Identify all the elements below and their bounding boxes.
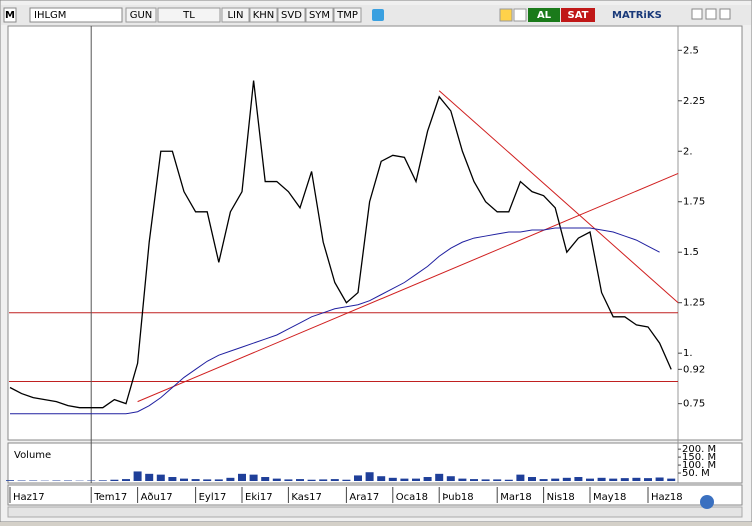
volume-bar	[563, 478, 571, 481]
y-tick-label: 0.92	[683, 364, 705, 375]
brand: MATRiKS	[612, 10, 662, 21]
y-tick-label: 1.	[683, 348, 693, 359]
symbol: IHLGM	[34, 10, 66, 21]
volume-bar	[574, 477, 582, 481]
y-tick-label: 1.25	[683, 298, 705, 309]
price-panel	[8, 26, 742, 440]
volume-label: Volume	[14, 450, 51, 461]
volume-bar	[389, 478, 397, 481]
x-tick-label: May18	[593, 492, 626, 503]
volume-bar	[261, 477, 269, 481]
x-tick-label: Haz17	[13, 492, 45, 503]
x-tick-label: Kas17	[291, 492, 321, 503]
x-tick-label: Mar18	[500, 492, 532, 503]
volume-bar	[632, 478, 640, 481]
volume-bar	[145, 474, 153, 481]
y-tick-label: 1.5	[683, 247, 699, 258]
volume-bar	[505, 480, 513, 481]
volume-bar	[598, 478, 606, 481]
close-button[interactable]	[720, 9, 730, 19]
volume-bar	[6, 480, 14, 481]
volume-bar	[296, 479, 304, 481]
volume-bar	[157, 475, 165, 481]
x-tick-label: Ara17	[349, 492, 379, 503]
maximize-button[interactable]	[706, 9, 716, 19]
buy-label: AL	[537, 10, 552, 21]
volume-bar	[319, 479, 327, 481]
volume-bar	[215, 479, 223, 481]
volume-bar	[540, 479, 548, 481]
volume-bar	[250, 475, 258, 481]
toolbar-button-label: TMP	[336, 10, 358, 21]
y-tick-label: 0.75	[683, 399, 705, 410]
volume-bar	[226, 478, 234, 481]
volume-bar	[180, 479, 188, 481]
volume-bar	[435, 474, 443, 481]
x-tick-label: Nis18	[547, 492, 575, 503]
y-tick-label: 1.75	[683, 197, 705, 208]
volume-bar	[284, 479, 292, 481]
volume-bar	[621, 478, 629, 481]
x-tick-label: Þub18	[442, 492, 473, 503]
y-tick-label: 2.	[683, 146, 693, 157]
y-tick-label: 2.25	[683, 96, 705, 107]
toolbar-button-label: LIN	[227, 10, 243, 21]
toolbar-button-label: SYM	[309, 10, 330, 21]
x-tick-label: Aðu17	[141, 492, 173, 503]
volume-bar	[656, 477, 664, 481]
brand-badge	[700, 495, 714, 509]
x-tick-label: Eki17	[245, 492, 273, 503]
volume-bar	[609, 479, 617, 481]
volume-bar	[586, 479, 594, 481]
x-tick-label: Oca18	[396, 492, 428, 503]
volume-bar	[482, 479, 490, 481]
x-tick-label: Haz18	[651, 492, 683, 503]
volume-bar	[366, 472, 374, 481]
volume-bar	[470, 479, 478, 481]
volume-bar	[331, 479, 339, 481]
volume-bar	[400, 479, 408, 481]
volume-bar	[424, 477, 432, 481]
sell-label: SAT	[568, 10, 589, 21]
volume-bar	[99, 480, 107, 481]
refresh-icon[interactable]	[514, 9, 526, 21]
minimize-button[interactable]	[692, 9, 702, 19]
scrollbar[interactable]	[8, 507, 742, 517]
x-tick-label: Tem17	[93, 492, 127, 503]
twitter-icon[interactable]	[372, 9, 384, 21]
volume-bar	[551, 479, 559, 481]
volume-bar	[667, 479, 675, 481]
volume-bar	[342, 480, 350, 481]
volume-bar	[203, 479, 211, 481]
volume-bar	[110, 480, 118, 481]
x-tick-label: Eyl17	[199, 492, 227, 503]
volume-bar	[238, 474, 246, 481]
volume-bar	[412, 479, 420, 481]
volume-bar	[168, 477, 176, 481]
volume-bar	[192, 479, 200, 481]
y-tick-label: 2.5	[683, 45, 699, 56]
volume-bar	[134, 471, 142, 481]
volume-bar	[354, 475, 362, 481]
toolbar-button-label: GUN	[130, 10, 153, 21]
volume-bar	[122, 479, 130, 481]
volume-bar	[447, 476, 455, 481]
volume-bar	[308, 480, 316, 481]
toolbar-button-label: SVD	[281, 10, 302, 21]
logo: M	[5, 10, 15, 21]
volume-bar	[528, 477, 536, 481]
volume-bar	[644, 478, 652, 481]
volume-tick-label: 50. M	[682, 468, 710, 479]
volume-bar	[516, 475, 524, 481]
volume-panel	[8, 443, 742, 483]
volume-bar	[458, 479, 466, 481]
volume-bar	[273, 479, 281, 481]
toolbar-button-label: KHN	[253, 10, 275, 21]
volume-bar	[493, 479, 501, 481]
volume-bar	[377, 476, 385, 481]
toolbar-button-label: TL	[182, 10, 195, 21]
flash-icon[interactable]	[500, 9, 512, 21]
